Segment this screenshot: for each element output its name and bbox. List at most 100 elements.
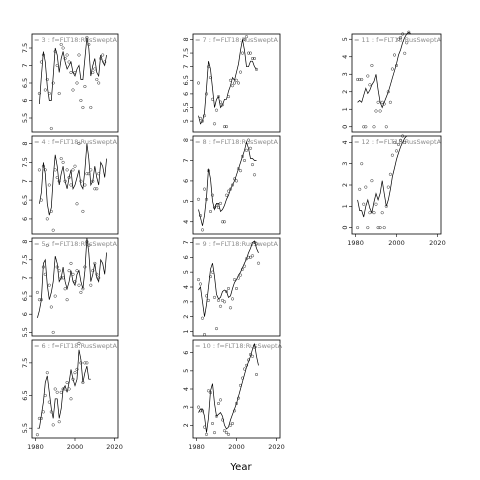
data-point [200,119,205,123]
data-point [101,53,105,57]
data-point [61,160,65,164]
data-point [63,179,67,183]
data-point [210,421,215,426]
data-point [198,116,203,120]
data-point [234,179,239,183]
data-point [45,371,49,375]
data-point [71,88,75,92]
data-point [99,56,103,61]
data-point [35,290,39,294]
data-point [254,372,259,377]
data-point [79,179,83,183]
data-point [206,389,211,393]
data-point [47,400,51,404]
data-point [87,42,91,47]
fitted-line [198,343,259,433]
data-point [87,172,91,176]
fitted-line [198,39,257,125]
x-tick-label: 1980 [27,443,44,451]
data-point [212,431,217,435]
data-point [59,42,63,47]
data-point [228,78,233,82]
facet-panel: = 6 : f=FLT18:RusSweptA 5.5 6.5 7.5 1980 2000… [21,339,123,451]
data-point [401,134,405,138]
data-point [208,275,213,279]
panel-frame [31,33,119,133]
data-point [73,371,77,375]
data-point [97,172,101,176]
data-point [226,189,231,193]
data-point [218,398,223,402]
data-point [232,409,237,413]
data-point [73,164,77,168]
data-point [378,109,382,113]
y-tick-label: 1 [341,107,349,111]
data-point [65,380,69,385]
data-point [77,283,81,287]
x-tick-label: 2020 [268,443,285,451]
data-point [220,220,225,224]
data-point [81,209,85,213]
data-point [75,269,79,273]
data-point [246,255,251,259]
y-tick-label: 8 [21,141,29,145]
x-tick-label: 1980 [188,443,205,451]
y-tick-label: 5.5 [182,102,190,112]
fitted-line [198,240,259,317]
data-point [198,282,203,286]
data-point [196,405,201,409]
data-point [91,179,95,183]
data-point [250,254,255,258]
data-point [93,261,97,265]
data-point [218,100,223,104]
data-point [67,387,71,391]
y-tick-label: 6 [21,98,29,102]
data-point [91,70,95,75]
data-point [232,177,237,181]
fitted-line [39,37,107,105]
data-point [358,187,362,191]
data-point [73,70,77,75]
data-point [252,56,257,61]
data-point [214,414,219,418]
data-point [240,376,245,380]
data-point [200,228,205,232]
data-point [41,164,45,168]
data-point [85,172,89,176]
y-tick-label: 3 [182,405,190,409]
data-point [63,287,67,291]
data-point [246,51,251,55]
data-point [226,95,231,99]
facet-panel: = 4 : f=FLT18:RusSweptA 6 6.5 7 7.5 8 [21,135,119,235]
data-point [234,286,239,291]
data-point [77,341,81,345]
y-tick-label: 2 [182,315,190,319]
data-point [77,53,81,57]
data-point [210,193,215,197]
data-point [222,125,227,129]
panel-strip-label: = 12 : f=FLT18:RusSweptA [354,138,442,146]
data-point [394,63,399,68]
data-point [224,431,229,435]
data-point [248,255,253,259]
data-point [79,290,83,294]
data-point [399,138,403,142]
data-point [232,81,237,85]
y-tick-label: 5 [341,37,349,41]
data-point [49,126,53,131]
data-point [380,100,384,104]
data-point [69,397,73,401]
fitted-line [37,237,107,318]
data-point [216,298,221,302]
y-tick-label: 5 [182,270,190,274]
data-point [200,316,205,320]
panel-strip-label: = 9 : f=FLT18:RusSweptA [195,240,278,248]
data-point [202,425,207,429]
y-tick-label: 6 [182,92,190,96]
data-point [39,416,43,420]
data-point [232,278,237,282]
data-point [252,345,257,349]
data-point [216,205,221,210]
data-point [49,410,53,414]
data-point [222,220,227,224]
